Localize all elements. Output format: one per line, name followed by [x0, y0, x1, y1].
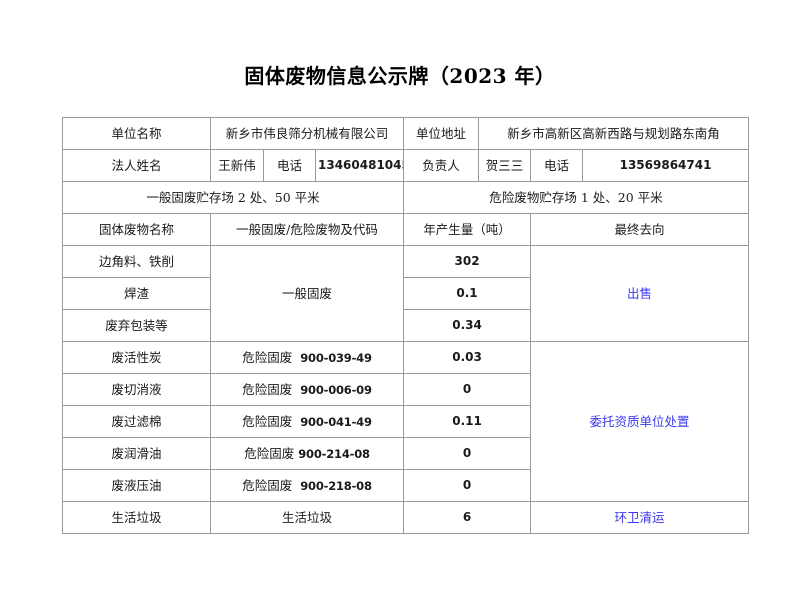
waste-amount: 6	[403, 501, 532, 534]
table-row: 焊渣 0.1	[62, 277, 749, 310]
waste-code: 900-214-08	[298, 446, 370, 461]
table-row: 废润滑油 危险固废 900-214-08 0	[62, 437, 749, 470]
waste-amount: 0	[403, 373, 532, 406]
waste-code: 900-039-49	[300, 350, 372, 365]
table-row: 生活垃圾 生活垃圾 6 环卫清运	[62, 501, 750, 534]
waste-code: 900-218-08	[300, 478, 372, 493]
waste-category-label: 危险固废	[242, 477, 293, 493]
waste-code: 900-006-09	[300, 382, 372, 397]
waste-category-code: 危险固废 900-039-49	[209, 341, 405, 374]
table-row-contacts: 法人姓名 王新伟 电话 13460481045 负责人 贺三三 电话 13569…	[62, 149, 750, 182]
waste-name: 废润滑油	[62, 437, 211, 470]
header-waste-name: 固体废物名称	[62, 213, 211, 246]
legal-phone-value: 13460481045	[314, 149, 405, 182]
legal-phone-label: 电话	[263, 149, 316, 182]
waste-name: 废活性炭	[62, 341, 211, 374]
waste-destination: 环卫清运	[530, 501, 750, 534]
company-name-label: 单位名称	[62, 117, 211, 150]
manager-value: 贺三三	[478, 149, 532, 182]
general-waste-storage: 一般固废贮存场 2 处、50 平米	[61, 181, 405, 214]
manager-phone-value: 13569864741	[582, 149, 750, 182]
manager-label: 负责人	[403, 149, 480, 182]
waste-amount: 0.1	[403, 277, 532, 310]
legal-person-value: 王新伟	[210, 149, 264, 182]
company-name-value: 新乡市伟良筛分机械有限公司	[209, 117, 405, 150]
waste-category-code: 危险固废 900-006-09	[209, 373, 405, 406]
header-destination: 最终去向	[530, 213, 750, 246]
table-row: 废切消液 危险固废 900-006-09 0	[62, 373, 749, 406]
waste-name: 边角料、铁削	[62, 245, 211, 278]
manager-phone-label: 电话	[530, 149, 584, 182]
table-row: 废弃包装等 0.34	[62, 309, 749, 342]
waste-category-label: 危险固废	[242, 381, 293, 397]
waste-name: 焊渣	[62, 277, 211, 310]
waste-amount: 0.03	[403, 341, 532, 374]
waste-amount: 302	[403, 245, 532, 278]
waste-category-code: 危险固废 900-218-08	[209, 469, 405, 502]
waste-destination: 出售	[530, 245, 750, 342]
waste-category-code: 危险固废 900-041-49	[209, 405, 405, 438]
table-row: 废活性炭 危险固废 900-039-49 0.03 委托资质单位处置	[62, 341, 750, 502]
header-annual-output: 年产生量（吨）	[403, 213, 532, 246]
waste-name: 废切消液	[62, 373, 211, 406]
waste-amount: 0.34	[403, 309, 532, 342]
waste-category-code: 危险固废 900-214-08	[209, 437, 405, 470]
table-row: 废过滤棉 危险固废 900-041-49 0.11	[62, 405, 749, 438]
waste-category-label: 危险固废	[242, 349, 293, 365]
waste-amount: 0.11	[403, 405, 532, 438]
table-row-company: 单位名称 新乡市伟良筛分机械有限公司 单位地址 新乡市高新区高新西路与规划路东南…	[62, 117, 750, 150]
legal-person-label: 法人姓名	[62, 149, 211, 182]
waste-name: 废液压油	[62, 469, 211, 502]
table-header-row: 固体废物名称 一般固废/危险废物及代码 年产生量（吨） 最终去向	[62, 213, 750, 246]
hazardous-waste-storage: 危险废物贮存场 1 处、20 平米	[403, 181, 750, 214]
waste-category-label: 危险固废	[244, 445, 295, 461]
company-address-value: 新乡市高新区高新西路与规划路东南角	[478, 117, 750, 150]
solid-waste-disclosure-table: 单位名称 新乡市伟良筛分机械有限公司 单位地址 新乡市高新区高新西路与规划路东南…	[61, 117, 750, 534]
page-title: 固体废物信息公示牌（2023 年）	[244, 64, 556, 88]
waste-name: 废弃包装等	[62, 309, 211, 342]
waste-amount: 0	[403, 437, 532, 470]
waste-destination: 委托资质单位处置	[530, 341, 750, 502]
waste-category-label: 危险固废	[242, 413, 293, 429]
waste-category: 一般固废	[209, 245, 405, 342]
waste-name: 废过滤棉	[62, 405, 211, 438]
table-row: 边角料、铁削 一般固废 302 出售	[62, 245, 750, 342]
waste-code: 900-041-49	[300, 414, 372, 429]
header-category-code: 一般固废/危险废物及代码	[209, 213, 405, 246]
waste-amount: 0	[403, 469, 532, 502]
company-address-label: 单位地址	[403, 117, 480, 150]
waste-category: 生活垃圾	[209, 501, 405, 534]
waste-name: 生活垃圾	[62, 501, 211, 534]
table-row-storage: 一般固废贮存场 2 处、50 平米 危险废物贮存场 1 处、20 平米	[61, 181, 750, 214]
